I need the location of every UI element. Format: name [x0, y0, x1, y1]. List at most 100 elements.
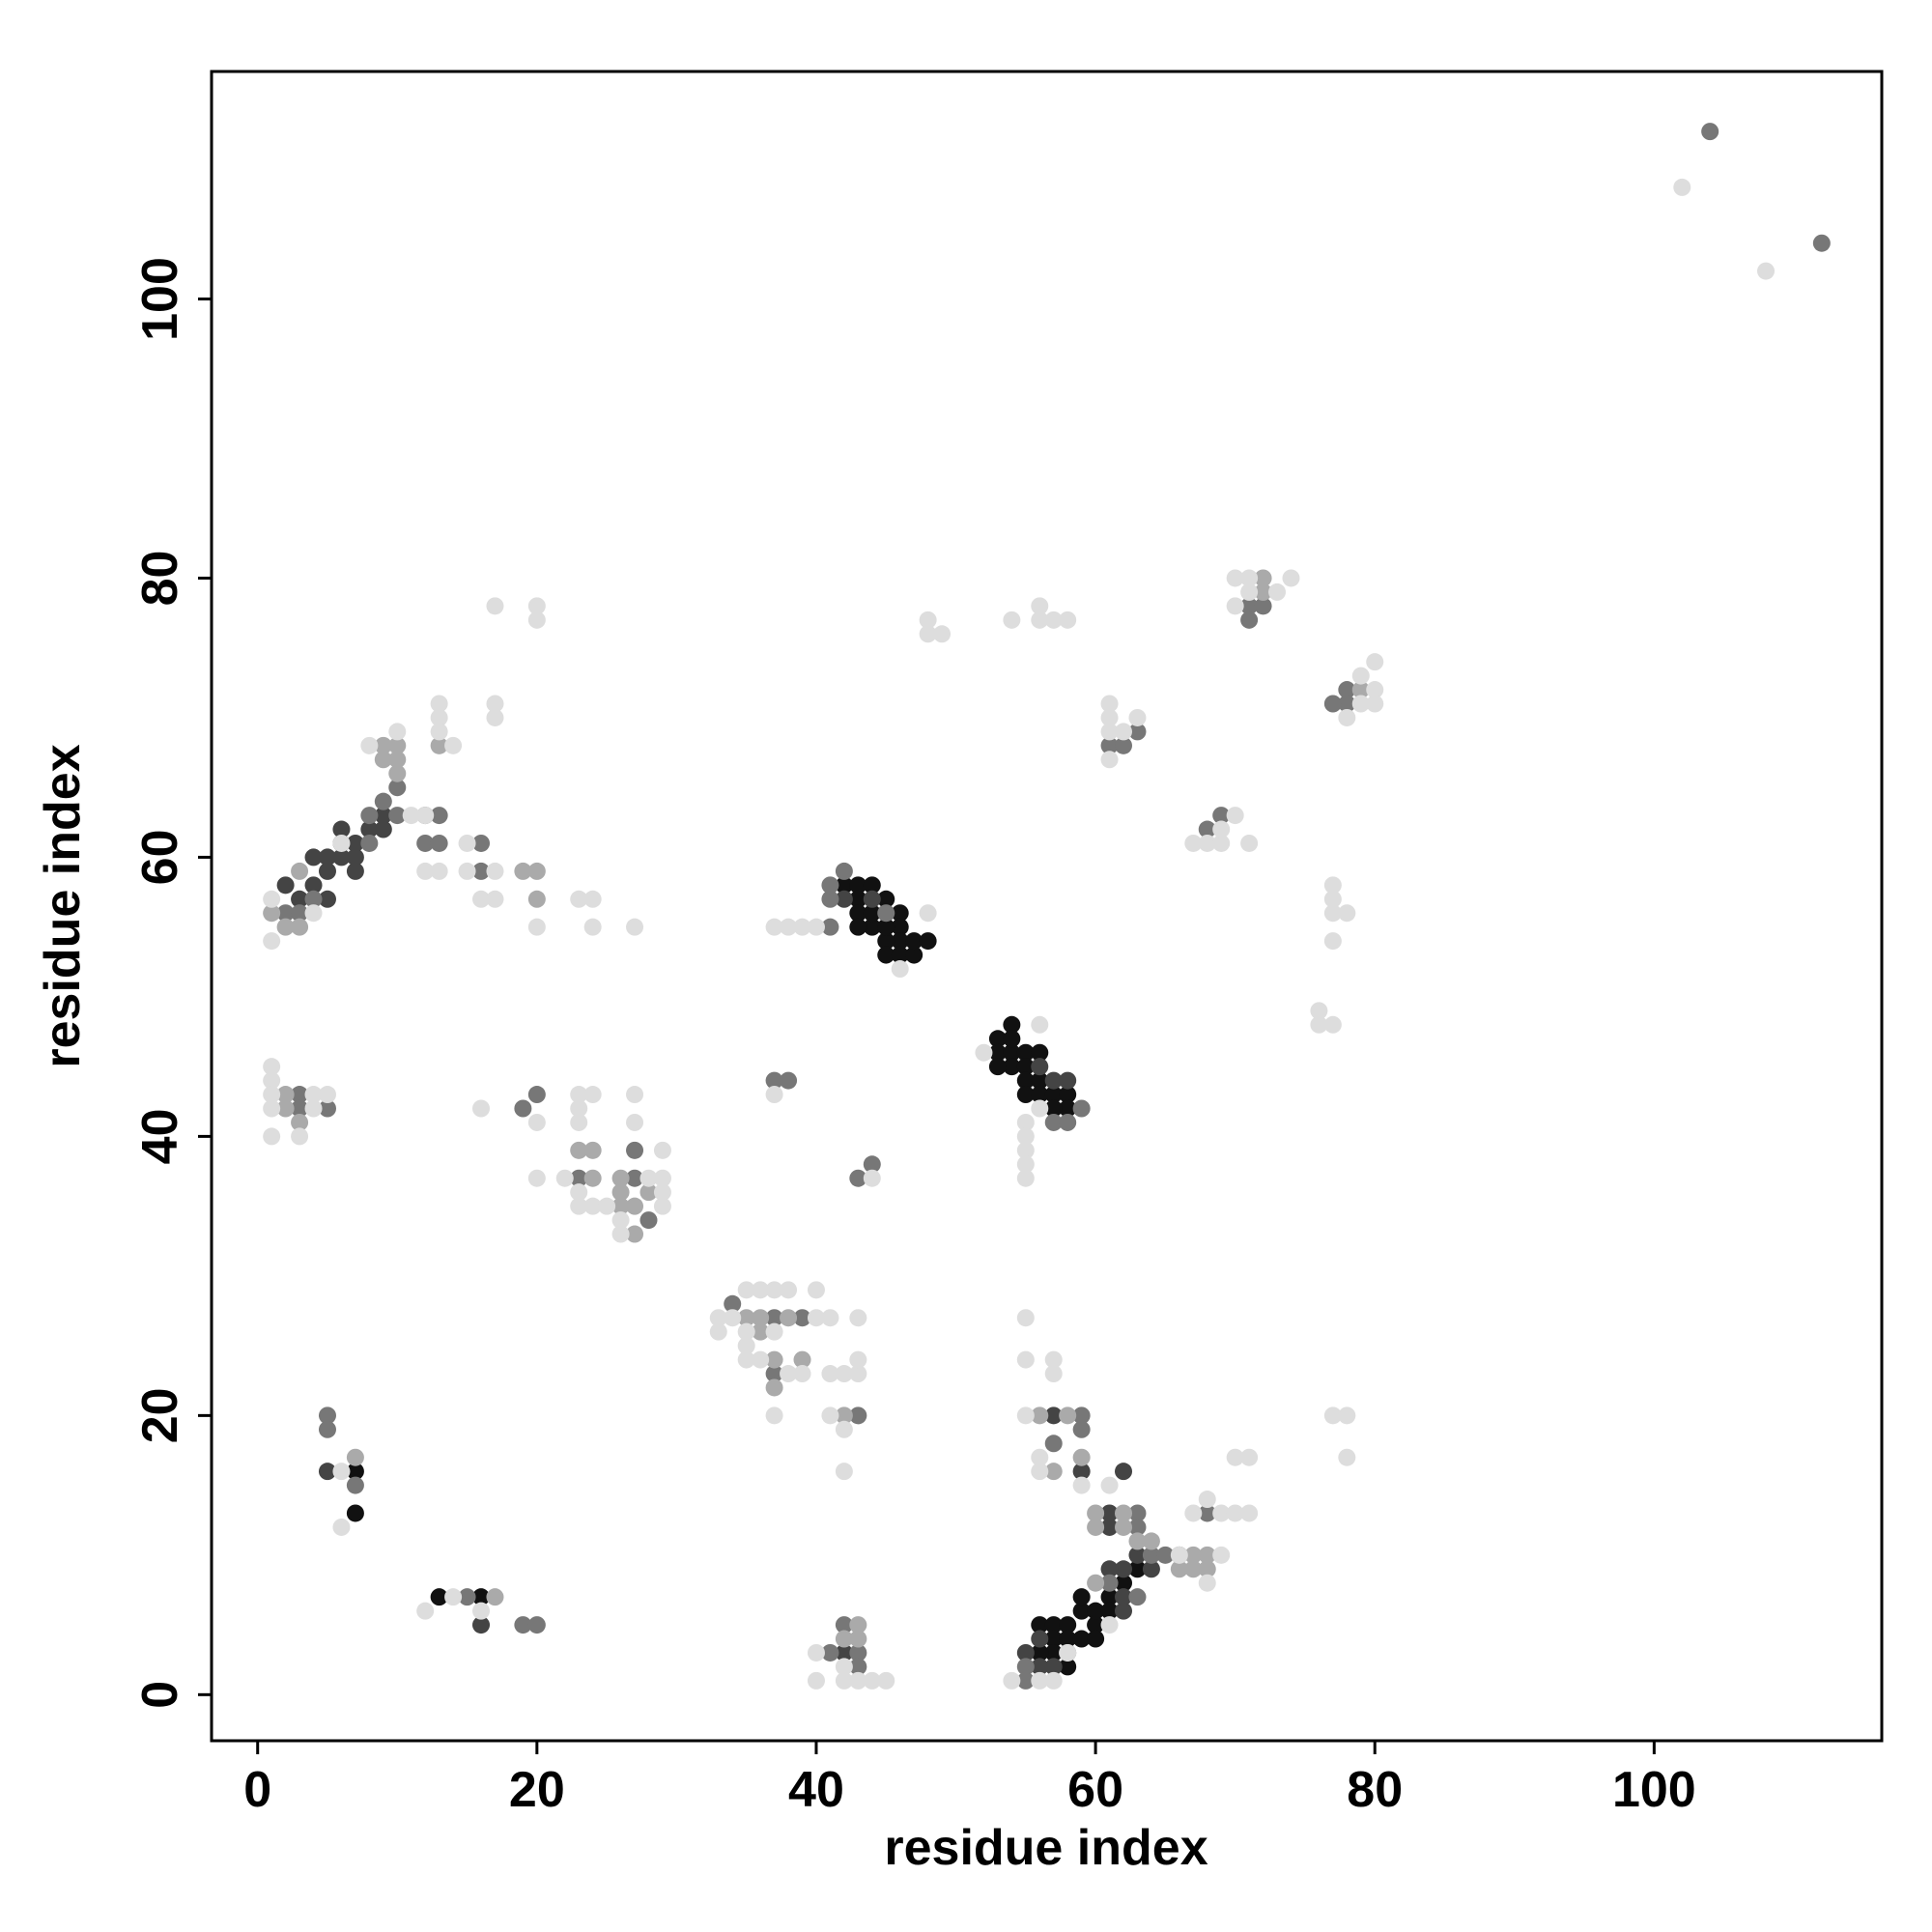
contact-point: [1323, 1406, 1342, 1425]
contact-point: [611, 1211, 630, 1230]
contact-point: [835, 1365, 853, 1383]
contact-point: [1240, 1504, 1259, 1522]
contact-point: [1016, 1309, 1035, 1327]
contact-point: [1100, 1602, 1119, 1620]
contact-point: [458, 1588, 476, 1606]
contact-point: [724, 1309, 742, 1327]
contact-point: [765, 1406, 783, 1425]
contact-point: [1351, 681, 1370, 699]
contact-point: [263, 1127, 281, 1146]
contact-point: [1016, 1643, 1035, 1662]
contact-point: [346, 862, 364, 880]
contact-point: [849, 1671, 867, 1690]
contact-point: [849, 1658, 867, 1676]
contact-point: [765, 1071, 783, 1090]
contact-point: [291, 904, 309, 923]
contact-point: [737, 1309, 755, 1327]
contact-point: [626, 1225, 644, 1243]
contact-point: [1100, 1560, 1119, 1578]
contact-point: [849, 1643, 867, 1662]
contact-point: [863, 1169, 881, 1187]
contact-point: [821, 1309, 839, 1327]
contact-point: [891, 946, 909, 964]
contact-point: [1044, 1463, 1063, 1481]
contact-point: [1254, 582, 1272, 601]
contact-point: [1212, 820, 1231, 838]
contact-point: [835, 1671, 853, 1690]
contact-point: [653, 1183, 671, 1202]
contact-point: [318, 1099, 336, 1118]
contact-point: [263, 932, 281, 951]
contact-point: [318, 1086, 336, 1104]
contact-point: [1282, 569, 1300, 587]
contact-point: [514, 862, 532, 880]
contact-point: [1142, 1532, 1160, 1550]
contact-point: [1059, 1113, 1077, 1131]
contact-point: [821, 1406, 839, 1425]
contact-point: [346, 1476, 364, 1494]
contact-point: [821, 890, 839, 908]
plot-frame: [210, 70, 1884, 1743]
y-axis-label: residue index: [35, 744, 91, 1067]
contact-point: [1142, 1546, 1160, 1564]
contact-point: [1031, 1630, 1049, 1648]
contact-point: [765, 1365, 783, 1383]
contact-point: [653, 1141, 671, 1159]
contact-point: [905, 932, 923, 951]
contact-point: [1031, 1671, 1049, 1690]
contact-point: [1072, 1588, 1091, 1606]
contact-point: [1673, 178, 1691, 196]
contact-point: [1031, 597, 1049, 615]
contact-point: [583, 890, 602, 908]
y-tick-label: 60: [132, 830, 188, 886]
contact-point: [332, 1463, 351, 1481]
contact-point: [1044, 1086, 1063, 1104]
contact-point: [1100, 751, 1119, 769]
contact-point: [1003, 1671, 1021, 1690]
contact-point: [835, 1658, 853, 1676]
contact-point: [527, 597, 546, 615]
contact-point: [527, 1113, 546, 1131]
contact-point: [555, 1169, 574, 1187]
contact-point: [1115, 1574, 1133, 1592]
contact-point: [360, 834, 379, 852]
contact-point: [1059, 1406, 1077, 1425]
contact-point: [1338, 681, 1356, 699]
contact-point: [276, 1086, 295, 1104]
contact-point: [807, 918, 825, 936]
contact-point: [1031, 1658, 1049, 1676]
contact-point: [1100, 723, 1119, 741]
contact-point: [304, 848, 323, 867]
contact-point: [1212, 1546, 1231, 1564]
contact-point: [430, 708, 448, 726]
contact-point: [877, 904, 895, 923]
contact-point: [304, 890, 323, 908]
contact-point: [1198, 820, 1216, 838]
contact-point: [570, 1086, 588, 1104]
contact-point: [611, 1225, 630, 1243]
contact-point: [374, 820, 392, 838]
contact-point: [737, 1322, 755, 1341]
contact-point: [276, 918, 295, 936]
contact-point: [1351, 667, 1370, 685]
contact-point: [1100, 695, 1119, 713]
contact-point: [486, 1588, 504, 1606]
contact-point: [1044, 611, 1063, 629]
contact-point: [1115, 1504, 1133, 1522]
contact-point: [807, 1281, 825, 1299]
contact-point: [346, 1448, 364, 1466]
contact-point: [919, 904, 937, 923]
contact-point: [570, 1197, 588, 1215]
contact-point: [752, 1322, 770, 1341]
contact-point: [1366, 653, 1384, 671]
contact-point: [1757, 262, 1776, 280]
contact-point: [1016, 1406, 1035, 1425]
contact-point: [527, 1086, 546, 1104]
contact-point: [1072, 1406, 1091, 1425]
contact-point: [765, 918, 783, 936]
contact-point: [291, 918, 309, 936]
contact-point: [1016, 1671, 1035, 1690]
contact-point: [709, 1309, 727, 1327]
contact-point: [458, 834, 476, 852]
contact-point: [472, 1588, 491, 1606]
